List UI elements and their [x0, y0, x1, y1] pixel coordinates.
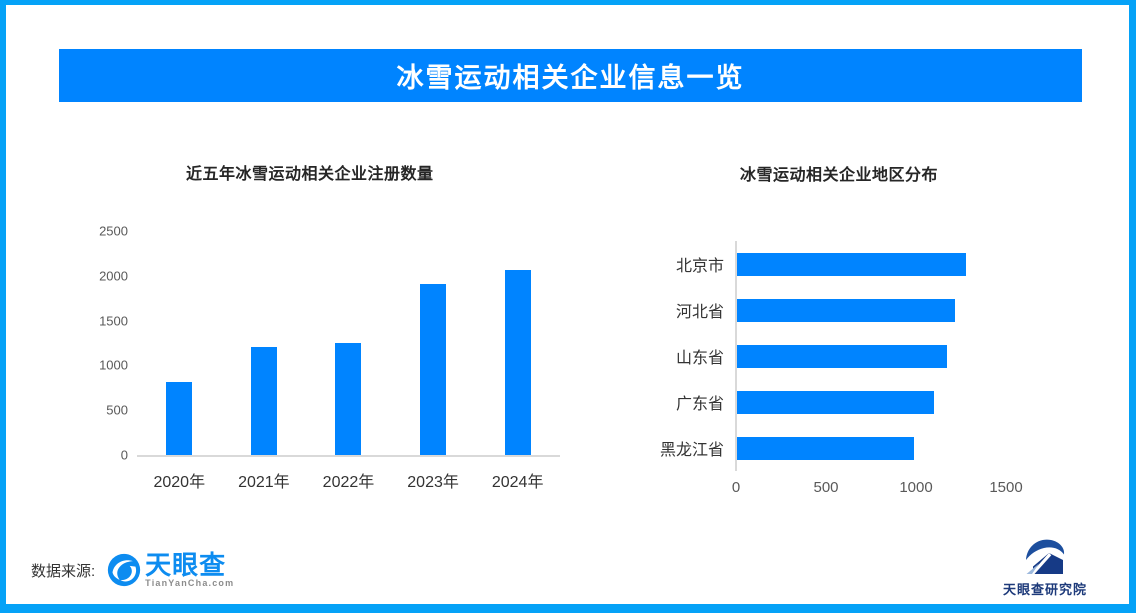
category-label: 黑龙江省	[659, 442, 724, 459]
y-axis-tick-label: 1000	[99, 357, 128, 373]
left-chart-title: 近五年冰雪运动相关企业注册数量	[186, 166, 434, 183]
x-axis-tick-label: 0	[731, 479, 741, 496]
right-chart-plot-area	[735, 241, 1077, 471]
y-axis-tick-label: 2500	[99, 223, 128, 239]
bar	[737, 252, 966, 276]
tianyancha-logo: 天眼查 TianYanCha.com	[107, 549, 235, 588]
tianyancha-eye-icon	[108, 553, 141, 587]
bar-row	[737, 287, 1077, 333]
y-axis-tick-label: 500	[106, 402, 128, 418]
x-axis-label: 2022年	[322, 474, 375, 491]
frame-border-bottom	[0, 604, 1136, 613]
y-axis-tick-label: 0	[120, 447, 128, 463]
y-axis-tick-label: 2000	[99, 268, 128, 284]
bar	[335, 343, 362, 455]
bar	[250, 347, 277, 455]
category-label: 广东省	[675, 396, 724, 413]
x-axis-label: 2021年	[238, 474, 290, 491]
tianyancha-logo-domain: TianYanCha.com	[145, 577, 235, 588]
x-axis-label: 2020年	[153, 474, 206, 491]
bar-row	[737, 333, 1077, 379]
category-label: 河北省	[675, 304, 724, 321]
bar-slot	[306, 231, 391, 455]
page-title: 冰雪运动相关企业信息一览	[396, 63, 745, 93]
frame-border-left	[0, 0, 6, 613]
right-chart-category-axis: 北京市河北省山东省广东省黑龙江省	[610, 241, 724, 471]
frame-border-right	[1129, 0, 1136, 613]
bar	[420, 284, 447, 455]
bar-row	[737, 379, 1077, 425]
category-label: 北京市	[675, 258, 724, 275]
right-chart-title: 冰雪运动相关企业地区分布	[740, 167, 939, 184]
x-axis-tick-label: 1000	[899, 479, 933, 496]
x-axis-tick-label: 1500	[989, 479, 1023, 496]
bar	[504, 270, 531, 455]
institute-name: 天眼查研究院	[1002, 582, 1087, 597]
data-source-block: 数据来源: 天眼查 TianYanCha.com	[31, 550, 234, 590]
tianyancha-institute-icon	[1026, 539, 1065, 574]
x-axis-label: 2023年	[407, 474, 459, 491]
tianyancha-logo-name: 天眼查	[145, 549, 227, 580]
bar	[737, 436, 914, 460]
category-label: 山东省	[675, 350, 724, 367]
bar	[166, 382, 193, 455]
bar	[737, 344, 947, 368]
x-axis-tick-label: 500	[813, 479, 839, 496]
right-chart-x-axis: 0 500 1000 1500	[732, 479, 1076, 499]
bar-slot	[391, 231, 476, 455]
bar-row	[737, 425, 1077, 471]
bar	[737, 298, 955, 322]
left-chart-x-axis: 2020年 2021年 2022年 2023年 2024年	[137, 468, 560, 491]
left-chart-y-axis: 0 500 1000 1500 2000 2500	[82, 224, 128, 463]
bar-slot	[475, 231, 560, 455]
left-chart-plot-area	[137, 231, 560, 457]
x-axis-label: 2024年	[491, 474, 544, 491]
data-source-label: 数据来源:	[31, 562, 96, 580]
y-axis-tick-label: 1500	[99, 313, 128, 329]
bar	[737, 390, 934, 414]
bar-slot	[137, 231, 222, 455]
bar-row	[737, 241, 1077, 287]
institute-logo: 天眼查研究院	[985, 534, 1105, 598]
tianyancha-logo-text-block: 天眼查 TianYanCha.com	[145, 549, 235, 588]
page-title-banner: 冰雪运动相关企业信息一览	[59, 49, 1082, 102]
frame-border-top	[0, 0, 1136, 5]
bar-slot	[222, 231, 307, 455]
